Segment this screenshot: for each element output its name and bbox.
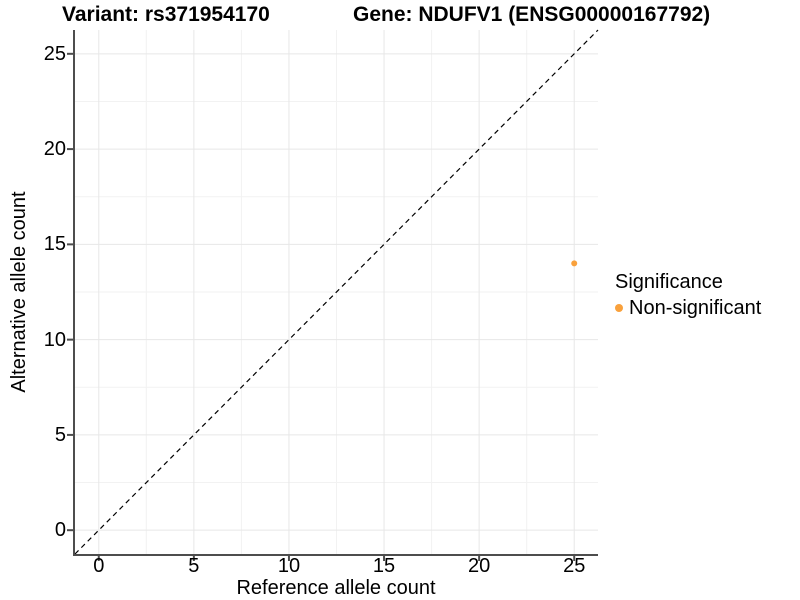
identity-dashed-line — [74, 29, 599, 555]
x-tick-label: 10 — [277, 555, 301, 577]
gene-title: Gene: NDUFV1 (ENSG00000167792) — [353, 3, 711, 26]
legend-point-icon — [615, 304, 623, 312]
x-tick-label: 5 — [188, 555, 200, 577]
legend-item-label: Non-significant — [629, 297, 762, 319]
x-axis-title: Reference allele count — [236, 577, 436, 599]
y-tick-label: 25 — [43, 42, 66, 65]
legend: Significance Non-significant — [615, 271, 761, 319]
legend-title: Significance — [615, 271, 723, 293]
x-tick-label: 0 — [93, 555, 105, 577]
y-axis-title: Alternative allele count — [8, 191, 30, 393]
x-tick-label: 20 — [468, 555, 491, 577]
y-tick-label: 15 — [43, 233, 66, 256]
x-tick-label: 25 — [563, 555, 586, 577]
legend-item: Non-significant — [615, 297, 761, 319]
legend-items: Non-significant — [615, 297, 761, 319]
y-tick-label: 10 — [43, 328, 66, 351]
y-tick-label: 5 — [54, 423, 66, 446]
variant-title: Variant: rs371954170 — [62, 3, 270, 26]
y-tick-label: 20 — [43, 138, 66, 161]
y-tick-label: 0 — [54, 519, 66, 542]
x-tick-label: 15 — [372, 555, 396, 577]
data-point — [571, 260, 578, 267]
